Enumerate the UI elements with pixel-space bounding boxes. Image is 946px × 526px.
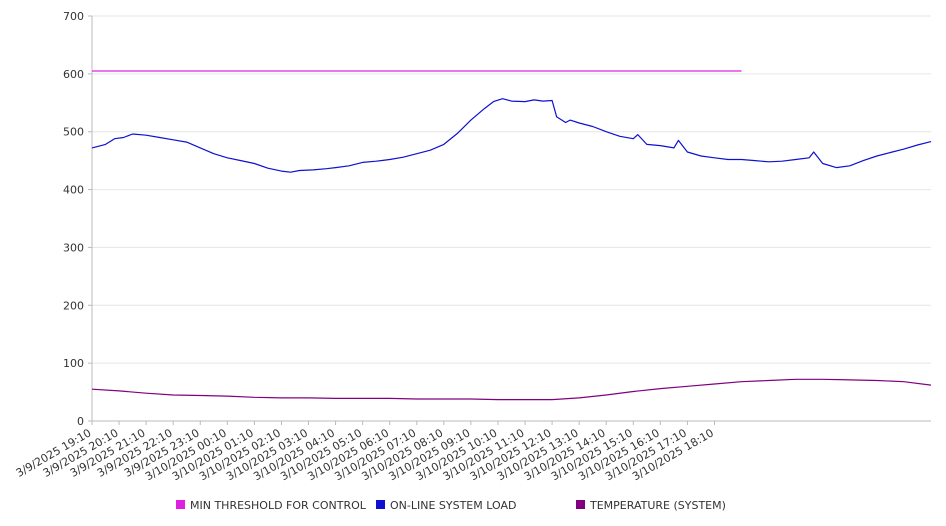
- series-lines: [91, 70, 932, 401]
- y-tick-label: 200: [63, 299, 84, 312]
- grid: [92, 15, 931, 364]
- legend-label: ON-LINE SYSTEM LOAD: [390, 499, 516, 512]
- y-tick-label: 400: [63, 184, 84, 197]
- y-tick-label: 700: [63, 10, 84, 23]
- y-tick-label: 300: [63, 241, 84, 254]
- legend-item-min-threshold-for-control[interactable]: MIN THRESHOLD FOR CONTROL: [176, 499, 367, 512]
- series-line-on-line-system-load: [91, 98, 932, 173]
- axes: [91, 16, 931, 422]
- series-line-temperature-system: [91, 378, 932, 401]
- legend-swatch: [176, 500, 185, 509]
- legend[interactable]: MIN THRESHOLD FOR CONTROL ON-LINE SYSTEM …: [176, 499, 726, 512]
- legend-swatch: [576, 500, 585, 509]
- y-tick-label: 0: [77, 415, 84, 428]
- legend-item-temperature-system[interactable]: TEMPERATURE (SYSTEM): [576, 499, 726, 512]
- y-tick-label: 500: [63, 126, 84, 139]
- y-tick-label: 600: [63, 68, 84, 81]
- legend-swatch: [376, 500, 385, 509]
- y-tick-label: 100: [63, 357, 84, 370]
- x-tick-labels: 3/9/2025 19:103/9/2025 20:103/9/2025 21:…: [14, 421, 716, 483]
- legend-label: MIN THRESHOLD FOR CONTROL: [190, 499, 367, 512]
- y-tick-labels: 0 100 200 300 400 500 600 700: [63, 10, 92, 428]
- legend-label: TEMPERATURE (SYSTEM): [589, 499, 726, 512]
- legend-item-on-line-system-load[interactable]: ON-LINE SYSTEM LOAD: [376, 499, 516, 512]
